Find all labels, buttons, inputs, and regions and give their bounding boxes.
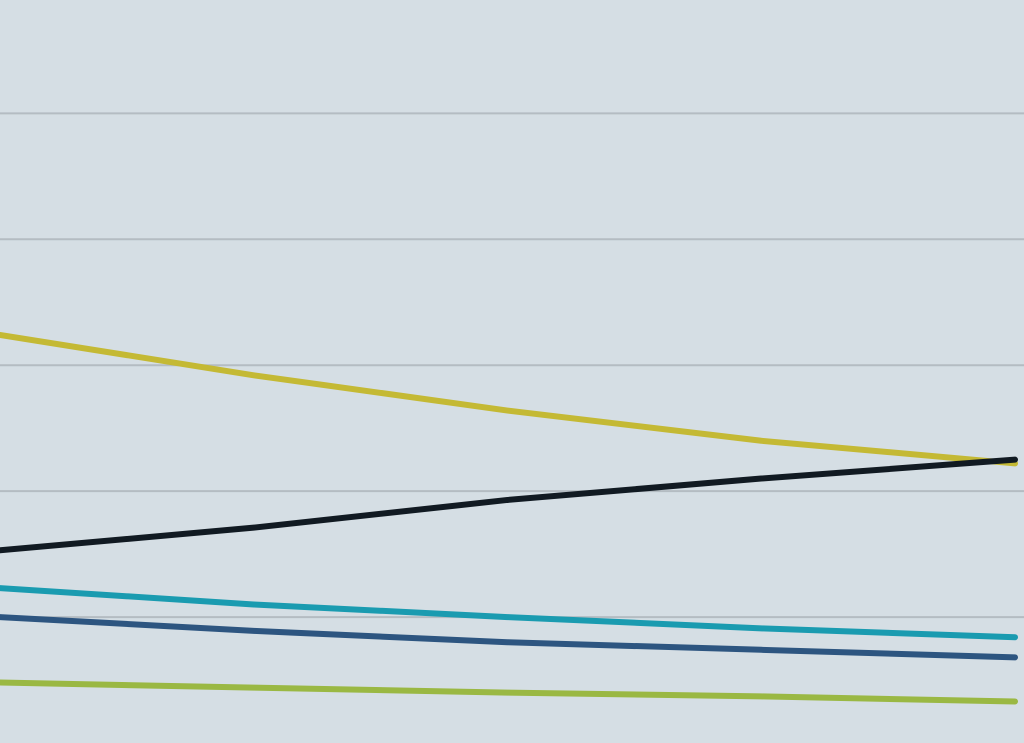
series-line [0, 456, 1018, 554]
series-line [0, 585, 1018, 641]
series-line [0, 331, 1018, 467]
series-line [0, 614, 1018, 661]
series-line [0, 679, 1018, 705]
